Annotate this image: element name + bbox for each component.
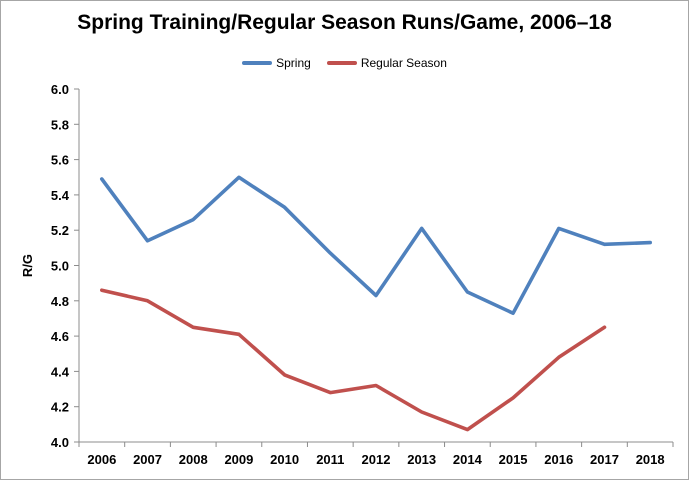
y-tick-label: 4.6	[51, 329, 69, 344]
x-tick-label: 2014	[453, 452, 483, 467]
legend-item-spring: Spring	[242, 56, 311, 70]
x-tick-label: 2009	[224, 452, 253, 467]
legend-label-regular-season: Regular Season	[360, 56, 447, 70]
legend-item-regular-season: Regular Season	[326, 56, 447, 70]
x-tick-label: 2010	[270, 452, 299, 467]
y-axis-title: R/G	[20, 254, 35, 277]
x-tick-label: 2008	[179, 452, 208, 467]
y-tick-label: 5.8	[51, 117, 69, 132]
x-tick-label: 2006	[87, 452, 116, 467]
legend-swatch-regular-season	[326, 61, 357, 65]
y-tick-label: 5.2	[51, 223, 69, 238]
y-tick-label: 4.2	[51, 400, 69, 415]
series-line-regular-season	[100, 288, 607, 432]
y-tick-label: 5.4	[51, 188, 70, 203]
legend-label-spring: Spring	[276, 56, 311, 70]
y-tick-label: 5.6	[51, 153, 69, 168]
series-line-spring	[100, 175, 653, 316]
x-tick-label: 2012	[362, 452, 391, 467]
y-tick-label: 6.0	[51, 82, 69, 97]
chart-title: Spring Training/Regular Season Runs/Game…	[77, 11, 612, 34]
legend: Spring Regular Season	[1, 56, 688, 70]
legend-swatch-spring	[242, 61, 273, 65]
y-tick-label: 4.0	[51, 435, 69, 450]
y-tick-label: 4.4	[51, 364, 70, 379]
x-tick-label: 2016	[544, 452, 573, 467]
x-tick-label: 2015	[499, 452, 528, 467]
x-tick-label: 2013	[407, 452, 436, 467]
x-tick-label: 2007	[133, 452, 162, 467]
y-tick-label: 4.8	[51, 294, 69, 309]
x-tick-label: 2017	[590, 452, 619, 467]
y-tick-label: 5.0	[51, 259, 69, 274]
x-tick-label: 2018	[636, 452, 665, 467]
x-tick-label: 2011	[316, 452, 344, 467]
